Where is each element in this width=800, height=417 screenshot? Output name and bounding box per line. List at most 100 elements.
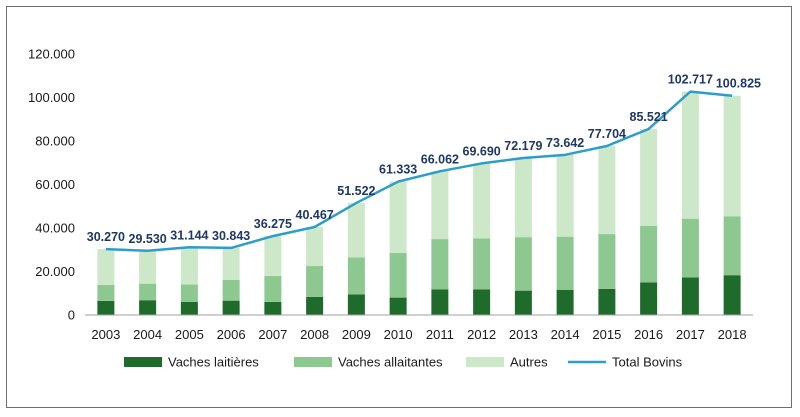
y-tick-label: 0 xyxy=(68,308,75,323)
stacked-bar-line-chart: 020.00040.00060.00080.000100.000120.000 … xyxy=(28,47,761,370)
legend-swatch xyxy=(466,357,504,367)
legend-label: Total Bovins xyxy=(612,355,683,370)
y-tick-label: 120.000 xyxy=(28,47,75,62)
x-axis: 2003 2004 2005 2006 2007 2008 2009 2010 2011 2012… xyxy=(85,314,753,342)
x-tick-label: 2006 xyxy=(217,327,246,342)
y-tick-label: 60.000 xyxy=(35,177,75,192)
bar-vaches-laiti-res-2008 xyxy=(306,296,324,315)
bar-vaches-allaitantes-2004 xyxy=(139,283,157,301)
x-tick-label: 2014 xyxy=(551,327,580,342)
legend-label: Vaches allaitantes xyxy=(338,355,443,370)
bar-autres-2004 xyxy=(139,250,157,284)
data-label-total-2004: 29.530 xyxy=(129,232,167,246)
bar-vaches-laiti-res-2014 xyxy=(556,289,574,315)
bar-vaches-laiti-res-2009 xyxy=(347,294,365,315)
bar-autres-2012 xyxy=(473,163,491,239)
x-tick-label: 2003 xyxy=(91,327,120,342)
legend-swatch xyxy=(294,357,332,367)
bar-vaches-laiti-res-2011 xyxy=(431,289,449,315)
data-label-total-2007: 36.275 xyxy=(254,217,292,231)
bar-autres-2003 xyxy=(97,249,115,285)
data-label-total-2018: 100.825 xyxy=(716,77,761,91)
legend-swatch xyxy=(124,357,162,367)
bar-autres-2014 xyxy=(556,154,574,237)
bar-vaches-laiti-res-2005 xyxy=(180,301,198,315)
bar-vaches-allaitantes-2005 xyxy=(180,284,198,302)
x-tick-label: 2011 xyxy=(426,327,454,342)
chart-frame: 0 20.000 40.000 60.000 80.000 100.000 120.000 … xyxy=(6,6,792,408)
x-tick-label: 2009 xyxy=(342,327,371,342)
x-tick-label: 2010 xyxy=(384,327,413,342)
bar-vaches-allaitantes-2014 xyxy=(556,236,574,290)
bar-vaches-laiti-res-2007 xyxy=(264,301,282,315)
bar-vaches-laiti-res-2012 xyxy=(473,289,491,315)
total-line-layer xyxy=(105,90,733,253)
x-tick-label: 2004 xyxy=(133,327,162,342)
bar-autres-2017 xyxy=(681,91,699,219)
bar-vaches-allaitantes-2009 xyxy=(347,257,365,295)
x-tick-label: 2005 xyxy=(175,327,204,342)
bar-vaches-laiti-res-2004 xyxy=(139,300,157,315)
data-label-total-2012: 69.690 xyxy=(463,144,501,158)
bar-vaches-allaitantes-2018 xyxy=(723,216,741,276)
data-label-total-2009: 51.522 xyxy=(337,184,375,198)
legend-label: Vaches laitières xyxy=(168,355,259,370)
bar-vaches-allaitantes-2006 xyxy=(222,279,240,301)
bar-autres-2013 xyxy=(514,158,532,238)
bar-autres-2009 xyxy=(347,202,365,258)
x-tick-label: 2012 xyxy=(467,327,496,342)
bar-vaches-allaitantes-2007 xyxy=(264,275,282,302)
bar-vaches-allaitantes-2013 xyxy=(514,237,532,291)
data-label-total-2005: 31.144 xyxy=(170,228,208,242)
data-label-total-2011: 66.062 xyxy=(421,152,459,166)
x-tick-label: 2015 xyxy=(592,327,621,342)
x-tick-label: 2018 xyxy=(718,327,747,342)
bar-autres-2006 xyxy=(222,247,240,280)
y-tick-label: 20.000 xyxy=(35,264,75,279)
bar-vaches-allaitantes-2012 xyxy=(473,238,491,290)
data-label-total-2013: 72.179 xyxy=(504,139,542,153)
bar-vaches-laiti-res-2010 xyxy=(389,297,407,315)
bars-layer xyxy=(97,91,741,315)
x-tick-label: 2016 xyxy=(634,327,663,342)
data-label-total-2010: 61.333 xyxy=(379,163,417,177)
bar-autres-2016 xyxy=(640,128,658,226)
data-labels-layer: 30.270 29.530 31.144 30.843 36.275 40.46751.5… xyxy=(87,73,761,246)
bar-vaches-allaitantes-2003 xyxy=(97,284,115,301)
data-label-total-2008: 40.467 xyxy=(296,208,334,222)
y-tick-label: 40.000 xyxy=(35,221,75,236)
bar-vaches-laiti-res-2006 xyxy=(222,300,240,315)
x-tick-label: 2017 xyxy=(676,327,705,342)
bar-autres-2005 xyxy=(180,247,198,285)
data-label-total-2017: 102.717 xyxy=(668,73,713,87)
data-label-total-2003: 30.270 xyxy=(87,230,125,244)
bar-vaches-allaitantes-2010 xyxy=(389,252,407,298)
data-label-total-2015: 77.704 xyxy=(588,127,626,141)
x-tick-label: 2007 xyxy=(258,327,287,342)
bar-autres-2018 xyxy=(723,95,741,217)
bar-autres-2008 xyxy=(306,226,324,267)
bar-vaches-laiti-res-2018 xyxy=(723,275,741,315)
data-label-total-2006: 30.843 xyxy=(212,229,250,243)
y-tick-label: 80.000 xyxy=(35,134,75,149)
y-tick-label: 100.000 xyxy=(28,90,75,105)
bar-vaches-laiti-res-2016 xyxy=(640,282,658,315)
bar-vaches-laiti-res-2015 xyxy=(598,288,616,315)
data-label-total-2014: 73.642 xyxy=(546,136,584,150)
bar-vaches-laiti-res-2013 xyxy=(514,290,532,315)
bar-autres-2010 xyxy=(389,181,407,253)
bar-autres-2007 xyxy=(264,236,282,276)
bar-vaches-laiti-res-2017 xyxy=(681,277,699,315)
bar-vaches-allaitantes-2011 xyxy=(431,239,449,290)
bar-vaches-allaitantes-2016 xyxy=(640,225,658,283)
legend: Vaches laitières Vaches allaitantes Autres… xyxy=(124,355,683,370)
bar-vaches-allaitantes-2015 xyxy=(598,234,616,289)
bar-vaches-laiti-res-2003 xyxy=(97,300,115,315)
legend-label: Autres xyxy=(510,355,548,370)
x-tick-label: 2013 xyxy=(509,327,538,342)
data-label-total-2016: 85.521 xyxy=(630,110,668,124)
y-axis: 0 20.000 40.000 60.000 80.000 100.000 120.000 xyxy=(28,47,75,323)
x-tick-label: 2008 xyxy=(300,327,329,342)
bar-vaches-allaitantes-2008 xyxy=(306,266,324,297)
series-line-total-bovins xyxy=(105,90,733,253)
